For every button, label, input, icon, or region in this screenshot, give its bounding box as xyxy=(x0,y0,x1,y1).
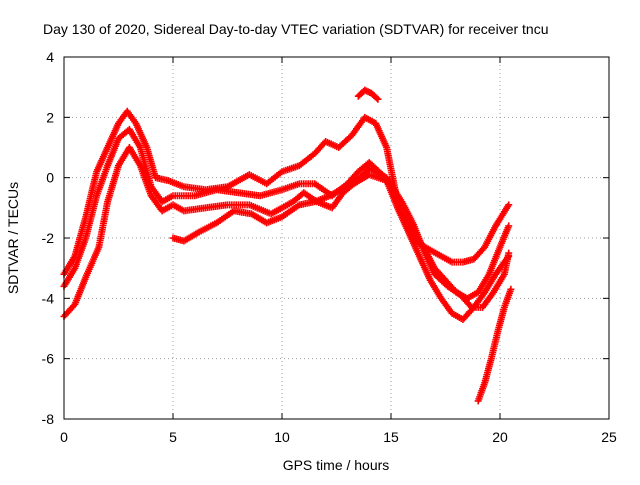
x-axis-label: GPS time / hours xyxy=(283,457,390,473)
plus-marker xyxy=(505,222,513,230)
plus-marker xyxy=(374,95,382,103)
plus-marker xyxy=(505,249,513,257)
y-tick-label: 4 xyxy=(46,49,54,65)
plus-marker xyxy=(373,94,381,102)
x-tick-label: 5 xyxy=(169,429,177,445)
x-tick-label: 0 xyxy=(60,429,68,445)
plus-marker xyxy=(507,285,515,293)
chart-title: Day 130 of 2020, Sidereal Day-to-day VTE… xyxy=(43,21,549,37)
series-track-1 xyxy=(60,107,513,278)
x-tick-label: 10 xyxy=(274,429,290,445)
plus-marker xyxy=(505,201,513,209)
data-series xyxy=(60,86,515,405)
plus-marker xyxy=(466,302,474,310)
y-tick-labels: -8 -6 -4 -2 0 2 4 xyxy=(42,49,55,427)
x-tick-label: 15 xyxy=(383,429,399,445)
grid-lines xyxy=(64,57,609,419)
y-tick-label: 0 xyxy=(46,170,54,186)
y-tick-label: 2 xyxy=(46,109,54,125)
series-track-5 xyxy=(354,86,382,103)
x-tick-labels: 0 5 10 15 20 25 xyxy=(60,429,617,445)
y-axis-label: SDTVAR / TECUs xyxy=(5,182,21,294)
y-tick-label: -2 xyxy=(42,230,55,246)
series-track-6 xyxy=(474,285,515,405)
y-tick-label: -4 xyxy=(42,290,55,306)
x-tick-label: 25 xyxy=(601,429,617,445)
y-tick-label: -8 xyxy=(42,411,55,427)
axis-ticks xyxy=(63,56,610,420)
x-tick-label: 20 xyxy=(492,429,508,445)
series-track-4 xyxy=(169,165,513,311)
series-track-3 xyxy=(60,144,513,323)
y-tick-label: -6 xyxy=(42,351,55,367)
